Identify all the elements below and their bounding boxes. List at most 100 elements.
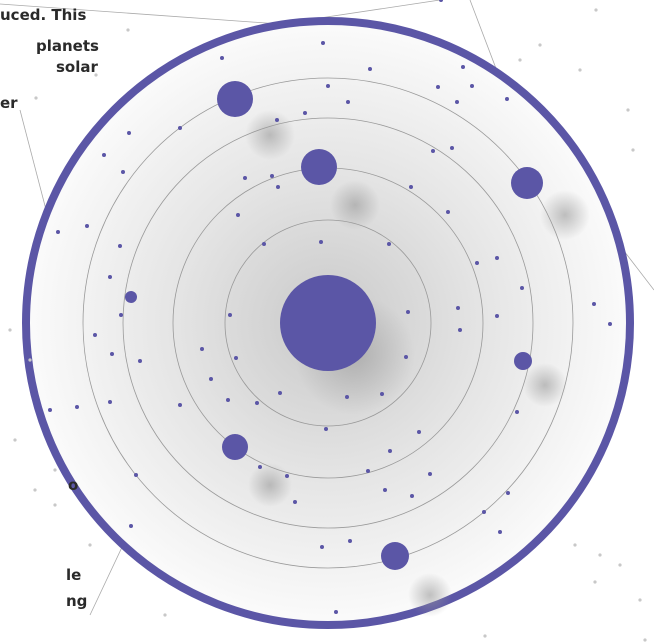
faint-star <box>126 28 130 32</box>
star <box>108 400 112 404</box>
star <box>417 430 421 434</box>
star <box>388 449 392 453</box>
star <box>303 111 307 115</box>
text: er <box>0 94 18 112</box>
star <box>475 261 479 265</box>
faint-star <box>631 148 635 152</box>
text: le <box>66 566 82 584</box>
star <box>450 146 454 150</box>
star <box>108 275 112 279</box>
star <box>436 85 440 89</box>
star <box>368 67 372 71</box>
faint-star <box>33 488 37 492</box>
stars <box>8 0 647 642</box>
star <box>102 153 106 157</box>
text: o <box>68 476 79 494</box>
planet <box>217 81 253 117</box>
star <box>236 213 240 217</box>
star <box>200 347 204 351</box>
faint-star <box>92 46 96 50</box>
star <box>482 510 486 514</box>
star <box>276 185 280 189</box>
star <box>121 170 125 174</box>
faint-star <box>28 358 32 362</box>
shadows <box>245 110 590 617</box>
star <box>428 472 432 476</box>
star <box>220 56 224 60</box>
star <box>592 302 596 306</box>
star <box>345 395 349 399</box>
faint-star <box>643 638 647 642</box>
star <box>285 474 289 478</box>
star <box>495 256 499 260</box>
star <box>461 65 465 69</box>
faint-star <box>53 503 57 507</box>
star <box>458 328 462 332</box>
star <box>495 314 499 318</box>
star <box>110 352 114 356</box>
star <box>293 500 297 504</box>
faint-star <box>34 96 38 100</box>
star <box>258 465 262 469</box>
star <box>243 176 247 180</box>
star <box>446 210 450 214</box>
star <box>119 313 123 317</box>
star <box>255 401 259 405</box>
star <box>520 286 524 290</box>
star <box>608 322 612 326</box>
star <box>506 491 510 495</box>
text: solar <box>56 58 98 76</box>
faint-star <box>618 563 622 567</box>
planets <box>125 81 543 570</box>
star <box>270 174 274 178</box>
star <box>278 391 282 395</box>
star <box>498 530 502 534</box>
star <box>234 356 238 360</box>
faint-star <box>594 8 598 12</box>
star <box>48 408 52 412</box>
planet <box>301 149 337 185</box>
star <box>226 398 230 402</box>
faint-star <box>578 68 582 72</box>
faint-star <box>13 438 17 442</box>
star <box>346 100 350 104</box>
star <box>129 524 133 528</box>
star <box>456 306 460 310</box>
faint-star <box>94 73 98 77</box>
faint-star <box>8 328 12 332</box>
faint-star <box>538 43 542 47</box>
star <box>75 405 79 409</box>
text: uced. This <box>0 6 87 24</box>
star <box>56 230 60 234</box>
star <box>319 240 323 244</box>
star <box>262 242 266 246</box>
star <box>134 473 138 477</box>
text: planets <box>36 37 99 55</box>
star <box>366 469 370 473</box>
orbits <box>82 77 574 569</box>
faint-star <box>483 634 487 638</box>
star <box>406 310 410 314</box>
faint-star <box>88 543 92 547</box>
star <box>326 84 330 88</box>
star <box>334 610 338 614</box>
faint-star <box>518 58 522 62</box>
faint-star <box>573 543 577 547</box>
planet <box>381 542 409 570</box>
star <box>455 100 459 104</box>
planet <box>222 434 248 460</box>
star <box>431 149 435 153</box>
planet <box>514 352 532 370</box>
star <box>410 494 414 498</box>
star <box>127 131 131 135</box>
star <box>228 313 232 317</box>
sun <box>280 275 376 371</box>
text: ng <box>66 592 88 610</box>
star <box>321 41 325 45</box>
star <box>348 539 352 543</box>
faint-star <box>163 613 167 617</box>
star <box>118 244 122 248</box>
star <box>515 410 519 414</box>
star <box>138 359 142 363</box>
